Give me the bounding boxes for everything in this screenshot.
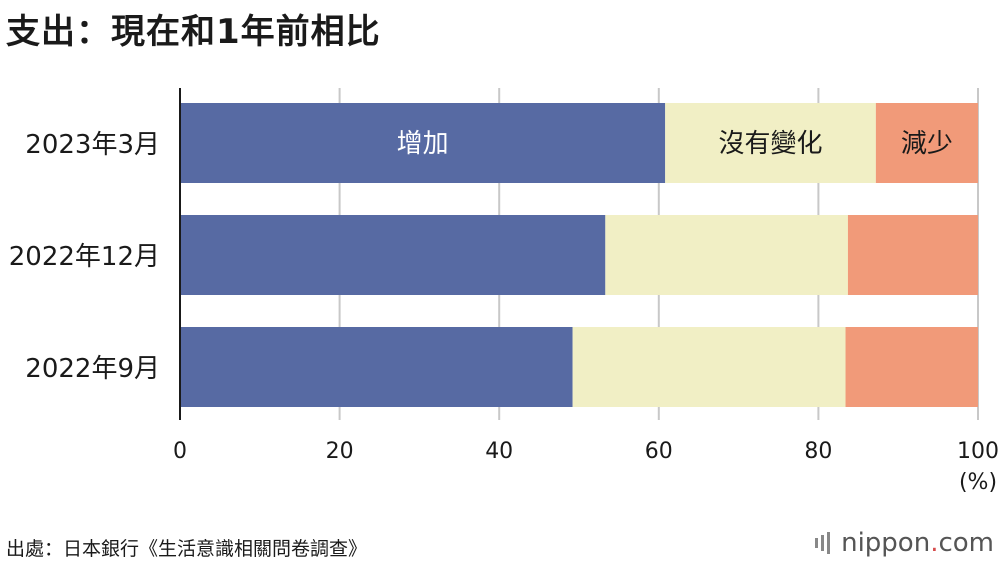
bar-2-series-0 — [180, 327, 573, 407]
x-tick-label-20: 20 — [326, 439, 354, 464]
bar-0-series-0 — [180, 103, 666, 183]
category-label-2: 2022年9月 — [25, 354, 160, 384]
brand-logo: nippon. com — [815, 528, 994, 558]
series-label-1: 沒有變化 — [719, 129, 823, 159]
bar-2-series-1 — [572, 327, 846, 407]
x-tick-label-60: 60 — [645, 439, 673, 464]
source-note: 出處：日本銀行《生活意識相關問卷調查》 — [6, 538, 368, 560]
series-label-0: 增加 — [397, 129, 449, 159]
bar-2-series-2 — [845, 327, 978, 407]
brand-dot: . — [930, 528, 939, 558]
brand-tld: com — [938, 528, 994, 558]
x-tick-label-80: 80 — [804, 439, 832, 464]
x-tick-label-0: 0 — [173, 439, 187, 464]
x-tick-label-40: 40 — [485, 439, 513, 464]
category-label-1: 2022年12月 — [9, 242, 160, 272]
bar-1-series-1 — [605, 215, 848, 295]
bar-1-series-0 — [180, 215, 606, 295]
category-label-0: 2023年3月 — [25, 130, 160, 160]
x-axis-unit: (%) — [959, 470, 997, 495]
brand-bars-icon — [815, 532, 833, 554]
bar-0-series-1 — [665, 103, 876, 183]
x-tick-label-100: 100 — [957, 439, 999, 464]
brand-name: nippon — [841, 528, 931, 558]
chart-title: 支出：現在和1年前相比 — [6, 12, 381, 52]
bar-1-series-2 — [847, 215, 978, 295]
bar-0-series-2 — [875, 103, 978, 183]
series-label-2: 減少 — [901, 129, 953, 159]
